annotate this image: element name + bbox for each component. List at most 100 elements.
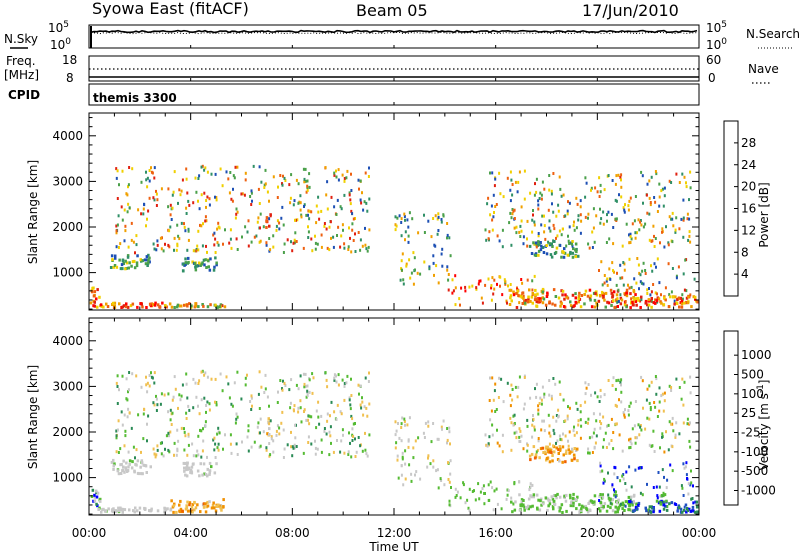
range-gate-cell (202, 462, 206, 466)
range-gate-cell (639, 280, 642, 284)
range-gate-cell (539, 396, 542, 400)
range-gate-cell (294, 423, 296, 427)
range-gate-cell (528, 454, 532, 458)
range-gate-cell (446, 268, 449, 272)
range-gate-cell (110, 460, 114, 464)
range-gate-cell (222, 447, 224, 451)
range-gate-cell (607, 379, 610, 382)
range-gate-cell (660, 494, 663, 497)
range-gate-cell (173, 375, 176, 379)
range-gate-cell (170, 423, 173, 426)
range-gate-cell (668, 293, 671, 297)
range-gate-cell (518, 427, 521, 431)
range-gate-cell (240, 397, 243, 401)
range-gate-cell (185, 382, 188, 386)
range-gate-cell (449, 472, 452, 476)
range-gate-cell (652, 224, 655, 228)
range-gate-cell (603, 274, 606, 277)
range-gate-cell (119, 463, 122, 467)
range-gate-cell (111, 301, 115, 305)
range-gate-cell (208, 469, 212, 473)
range-gate-cell (188, 408, 191, 412)
range-gate-cell (622, 206, 625, 210)
range-gate-cell (568, 201, 571, 205)
range-gate-cell (558, 175, 561, 179)
range-gate-cell (492, 508, 495, 512)
range-gate-cell (314, 234, 316, 238)
range-gate-cell (185, 417, 188, 420)
range-gate-cell (153, 381, 156, 385)
range-gate-cell (290, 240, 292, 244)
range-gate-cell (649, 201, 652, 204)
range-gate-cell (348, 191, 351, 195)
range-gate-cell (603, 505, 605, 509)
range-gate-cell (202, 304, 205, 308)
range-gate-cell (674, 295, 677, 299)
range-gate-cell (235, 412, 238, 416)
range-gate-cell (501, 433, 504, 437)
range-gate-cell (124, 224, 127, 228)
range-gate-cell (540, 402, 543, 406)
range-gate-cell (661, 227, 664, 231)
range-gate-cell (652, 486, 655, 489)
colorbar-tick-label: 1000 (741, 348, 772, 362)
range-gate-cell (427, 424, 430, 428)
range-gate-cell (440, 425, 443, 429)
range-gate-cell (584, 420, 587, 424)
range-gate-cell (224, 433, 226, 437)
range-gate-cell (520, 219, 523, 223)
range-gate-cell (268, 224, 271, 228)
range-gate-cell (491, 228, 494, 232)
range-gate-cell (123, 208, 126, 212)
range-gate-cell (132, 445, 135, 449)
range-gate-cell (326, 246, 329, 250)
range-gate-cell (599, 420, 601, 423)
y-tick-label: 1000 (52, 266, 83, 280)
range-gate-cell (162, 249, 165, 253)
range-gate-cell (633, 297, 636, 301)
range-gate-cell (591, 501, 594, 504)
range-gate-cell (216, 446, 219, 450)
range-gate-cell (180, 394, 183, 398)
range-gate-cell (183, 225, 186, 229)
range-gate-cell (229, 442, 232, 446)
range-gate-cell (641, 174, 644, 178)
range-gate-cell (348, 396, 351, 400)
range-gate-cell (170, 305, 174, 309)
range-gate-cell (680, 302, 684, 306)
range-gate-cell (156, 239, 159, 243)
range-gate-cell (516, 190, 519, 194)
range-gate-cell (660, 301, 663, 305)
range-gate-cell (522, 294, 525, 298)
range-gate-cell (558, 445, 562, 448)
range-gate-cell (670, 217, 673, 221)
range-gate-cell (136, 509, 139, 513)
range-gate-cell (170, 499, 173, 503)
range-gate-cell (346, 169, 349, 173)
range-gate-cell (490, 284, 493, 288)
colorbar-tick-label: 100 (741, 387, 764, 401)
range-gate-cell (99, 499, 102, 503)
range-gate-cell (337, 383, 340, 387)
range-gate-cell (124, 267, 127, 271)
range-gate-cell (432, 465, 435, 469)
range-gate-cell (276, 401, 279, 404)
range-gate-cell (522, 447, 525, 451)
range-gate-cell (366, 249, 369, 253)
range-gate-cell (662, 507, 666, 511)
range-gate-cell (629, 196, 632, 200)
range-gate-cell (215, 505, 218, 508)
noise-right-tick-top: 105 (706, 20, 727, 35)
range-gate-cell (205, 266, 208, 269)
range-gate-cell (592, 226, 595, 230)
range-gate-cell (555, 214, 558, 218)
range-gate-cell (332, 245, 335, 249)
range-gate-cell (650, 380, 653, 384)
range-gate-cell (201, 303, 204, 306)
range-gate-cell (235, 212, 238, 216)
range-gate-cell (500, 377, 503, 381)
range-gate-cell (645, 193, 648, 197)
range-gate-cell (575, 401, 578, 405)
